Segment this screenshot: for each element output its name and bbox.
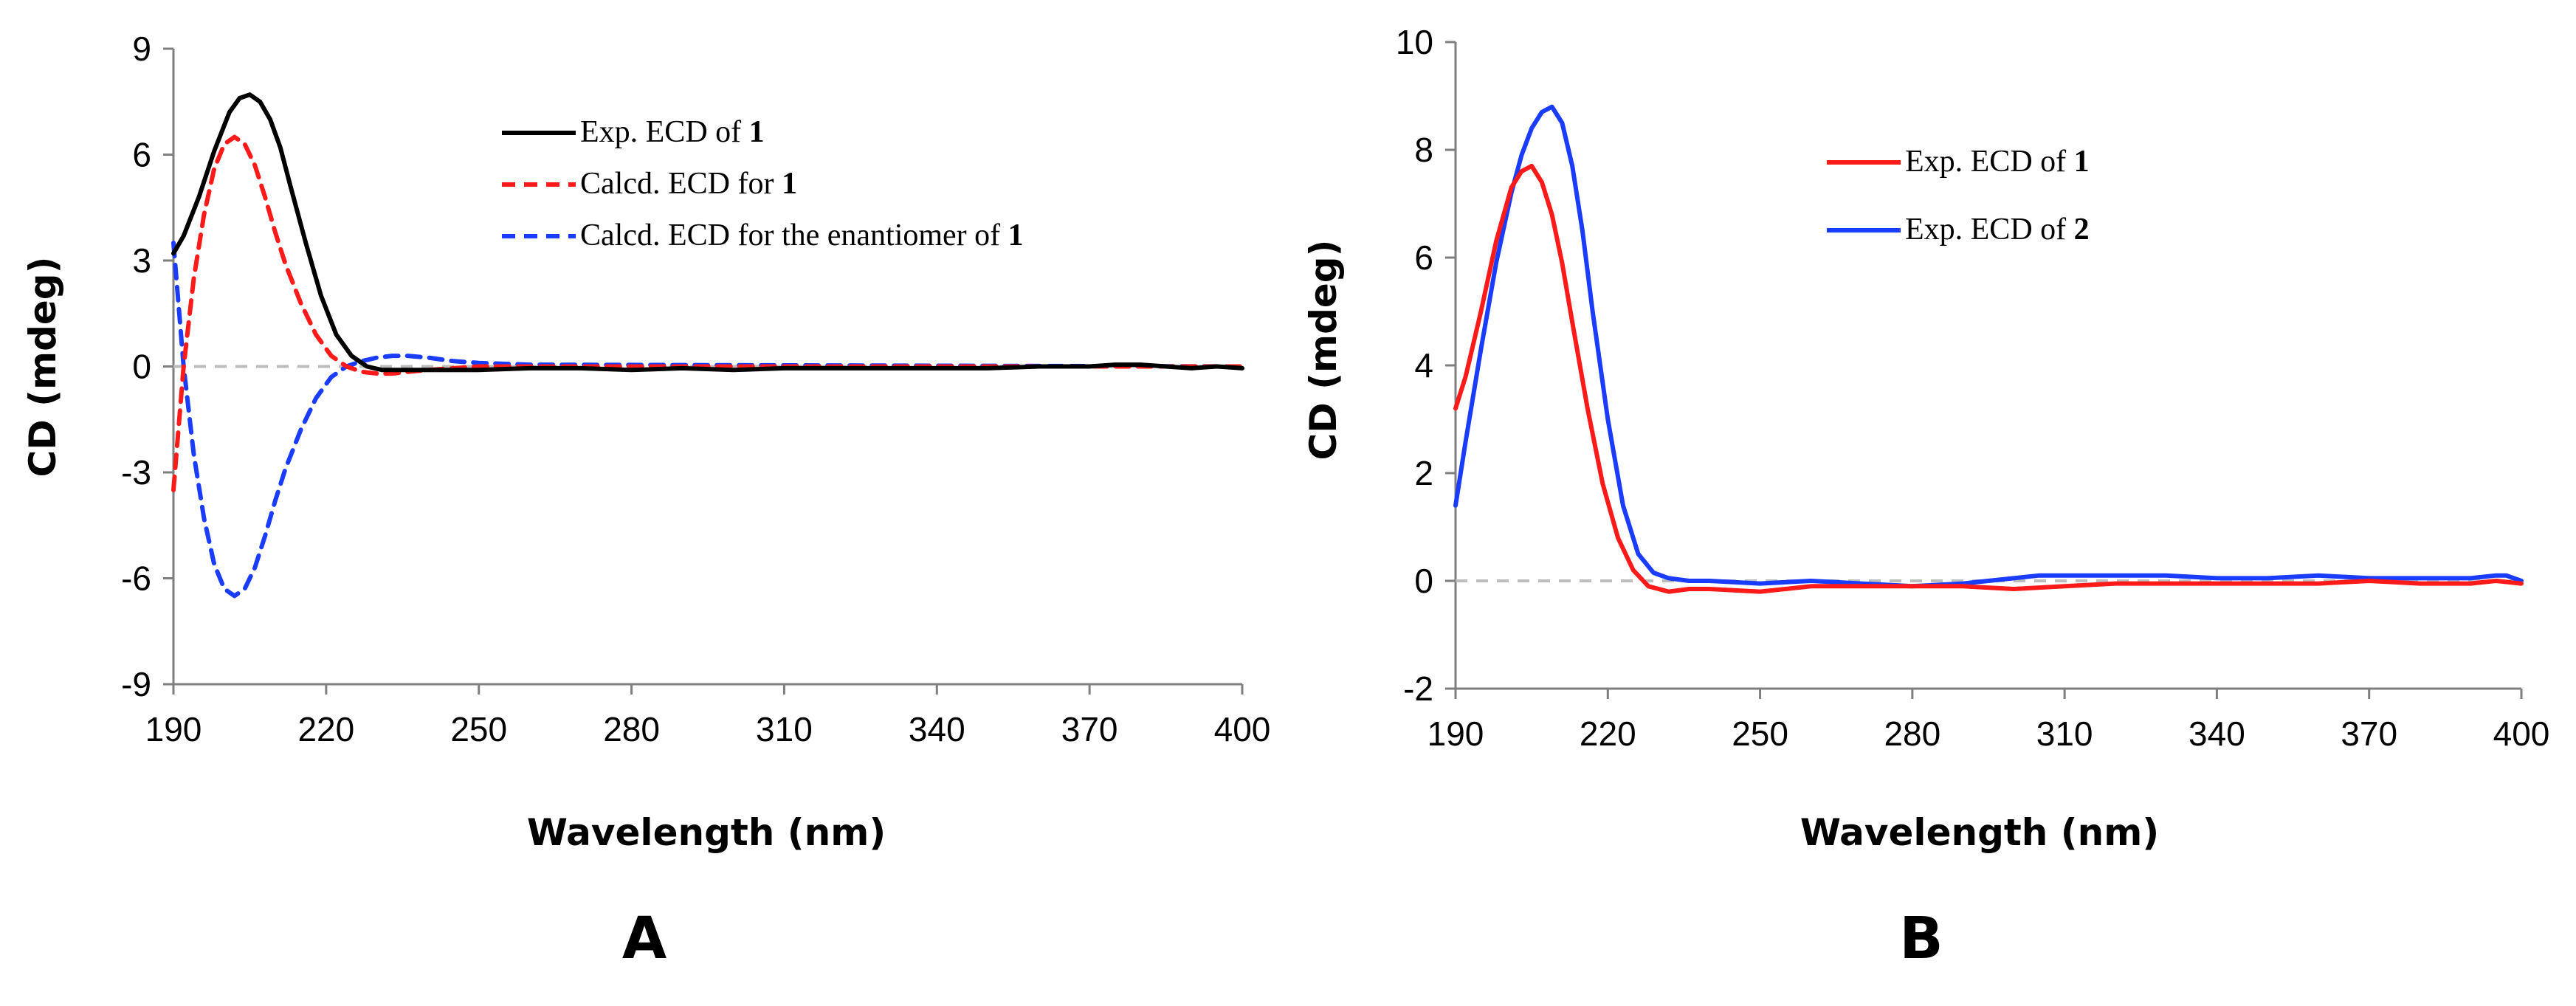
y-tick-label: 0: [1414, 562, 1433, 600]
y-tick-label: 6: [132, 136, 151, 174]
legend-compound-number: 1: [1008, 218, 1024, 252]
x-tick-label: 310: [756, 710, 813, 748]
legend-label: Calcd. ECD for: [580, 167, 782, 201]
y-tick-label: 10: [1396, 23, 1433, 61]
legend-compound-number: 1: [2074, 145, 2090, 179]
legend-label: Exp. ECD of: [580, 115, 749, 149]
x-tick-label: 220: [297, 710, 354, 748]
y-tick-label: 8: [1414, 131, 1433, 169]
y-tick-label: -2: [1403, 669, 1433, 708]
y-tick-label: 2: [1414, 454, 1433, 492]
legend-entry: Calcd. ECD for the enantiomer of 1: [580, 218, 1024, 252]
x-tick-label: 370: [1061, 710, 1118, 748]
x-tick-label: 280: [1884, 714, 1940, 753]
legend-entry: Exp. ECD of 1: [1905, 145, 2090, 179]
x-tick-label: 340: [909, 710, 965, 748]
legend-label: Calcd. ECD for the enantiomer of: [580, 218, 1008, 252]
x-tick-label: 400: [2493, 714, 2550, 753]
x-tick-label: 220: [1580, 714, 1636, 753]
y-tick-label: 0: [132, 348, 151, 386]
y-tick-label: 9: [132, 30, 151, 68]
y-tick-label: -3: [121, 453, 151, 492]
legend-entry: Calcd. ECD for 1: [580, 167, 797, 201]
x-tick-label: 250: [450, 710, 507, 748]
x-tick-label: 190: [1428, 714, 1484, 753]
y-axis-label: CD (mdeg): [1302, 240, 1345, 461]
x-tick-label: 190: [145, 710, 202, 748]
y-axis-label: CD (mdeg): [21, 257, 64, 478]
chart-panel-a: 9 6 3 0 -3 -6 -9 190 220 250 280 310 340 370 400 Wavel…: [21, 30, 1270, 972]
x-axis-label: Wavelength (nm): [1800, 811, 2159, 854]
series-line: [1453, 104, 2524, 589]
x-axis-label: Wavelength (nm): [527, 811, 886, 854]
legend-compound-number: 1: [782, 167, 797, 201]
series-line: [1453, 163, 2524, 594]
x-tick-label: 400: [1214, 710, 1271, 748]
legend-label: Exp. ECD of: [1905, 145, 2074, 179]
legend-compound-number: 1: [749, 115, 765, 149]
y-tick-label: 6: [1414, 238, 1433, 277]
x-tick-label: 310: [2036, 714, 2093, 753]
series-line: [171, 241, 1244, 599]
x-tick-label: 370: [2341, 714, 2397, 753]
y-tick-label: -9: [121, 665, 151, 703]
panel-label: A: [622, 906, 667, 972]
y-tick-label: 3: [132, 241, 151, 280]
legend-label: Exp. ECD of: [1905, 213, 2074, 247]
x-tick-label: 280: [603, 710, 660, 748]
legend-compound-number: 2: [2074, 213, 2090, 247]
legend-entry: Exp. ECD of 1: [580, 115, 765, 149]
chart-panel-b: 10 8 6 4 2 0 -2 190 220 250 280 310 340 370 400 Wavele…: [1302, 23, 2549, 972]
legend-entry: Exp. ECD of 2: [1905, 213, 2090, 247]
x-tick-label: 340: [2188, 714, 2245, 753]
x-tick-label: 250: [1732, 714, 1788, 753]
series-line: [171, 92, 1244, 373]
y-tick-label: -6: [121, 559, 151, 598]
panel-label: B: [1899, 906, 1943, 972]
y-tick-label: 4: [1414, 346, 1433, 385]
